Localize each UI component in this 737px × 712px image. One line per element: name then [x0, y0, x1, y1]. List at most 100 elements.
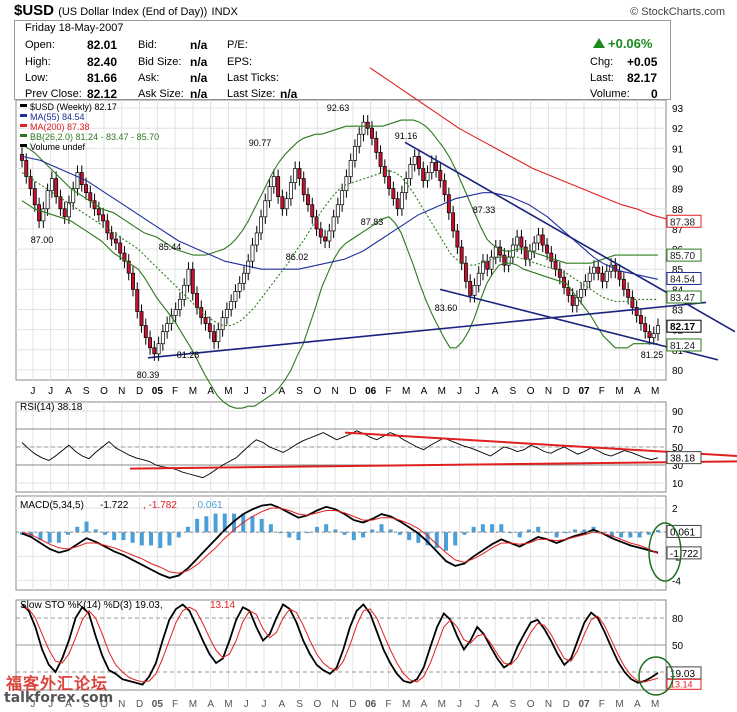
price-tag-box — [666, 248, 702, 262]
watermark-cn: 福客外汇论坛 — [6, 674, 109, 693]
candle-body — [318, 228, 323, 238]
macd-histogram-bar — [351, 532, 356, 541]
macd-histogram-bar — [582, 529, 587, 533]
candle-body — [105, 220, 110, 234]
rsi-tag-value: 38.18 — [670, 454, 695, 465]
macd-histogram-bar — [480, 524, 485, 533]
legend-entry: $USD (Weekly) 82.17 — [30, 102, 117, 112]
x-tick-label-bottom: J — [244, 699, 249, 710]
peak-annotation: 90.77 — [249, 138, 272, 148]
macd-tag-value: 0.061 — [670, 527, 695, 538]
x-tick-label-bottom: O — [527, 699, 535, 710]
x-tick-label-bottom: J — [30, 699, 35, 710]
candle-body — [96, 208, 101, 216]
candle-body — [340, 190, 345, 206]
macd-histogram-bar — [305, 532, 310, 534]
x-tick-label-bottom: J — [457, 699, 462, 710]
candle-body — [442, 180, 447, 196]
candle-body — [656, 325, 660, 335]
candle-body — [344, 176, 349, 191]
macd-histogram-bar — [213, 513, 218, 533]
x-tick-label: M — [438, 386, 446, 397]
candle-body — [220, 317, 225, 330]
candle-body — [621, 278, 626, 290]
candle-body — [293, 168, 298, 183]
candle-body — [498, 246, 503, 256]
price-tag-value: 81.24 — [670, 341, 695, 352]
candle-body — [647, 331, 652, 339]
macd-histogram-bar — [296, 532, 301, 541]
sto-tag-value-2: 13.14 — [670, 679, 693, 689]
candle-body — [455, 230, 460, 248]
candle-body — [399, 192, 404, 210]
candle-body — [395, 198, 400, 210]
candle-body — [156, 343, 161, 355]
candle-body — [207, 323, 212, 333]
candle-body — [284, 198, 289, 210]
x-tick-label-bottom: S — [83, 699, 90, 710]
exchange: INDX — [211, 6, 238, 18]
x-tick-label-bottom: A — [492, 699, 499, 710]
candle-body — [382, 166, 387, 177]
x-tick-label: A — [207, 386, 214, 397]
candle-body — [570, 295, 575, 306]
candle-body — [468, 280, 473, 296]
candle-body — [186, 268, 191, 286]
candle-body — [237, 282, 242, 292]
candle-body — [515, 236, 520, 246]
high-value: 82.40 — [87, 55, 118, 69]
x-tick-label: M — [189, 386, 197, 397]
x-tick-label-bottom: 07 — [578, 699, 590, 710]
candle-body — [54, 178, 59, 198]
price-tag-value: 84.54 — [670, 274, 695, 285]
legend-entry: MA(200) 87.38 — [30, 122, 90, 132]
last-ticks-label: Last Ticks: — [227, 72, 279, 84]
candle-body — [617, 270, 622, 280]
price-tag-box — [666, 271, 702, 285]
x-tick-label: N — [118, 386, 125, 397]
macd-histogram-bar — [149, 532, 154, 546]
peak-annotation: 87.33 — [473, 205, 496, 215]
candle-body — [101, 214, 106, 222]
candle-body — [378, 152, 383, 167]
up-arrow-icon — [593, 38, 605, 48]
legend-entry: MA(55) 84.54 — [30, 112, 85, 122]
macd-histogram-bar — [222, 513, 227, 533]
macd-histogram-bar — [517, 532, 522, 538]
macd-histogram-bar — [342, 532, 347, 535]
quote-panel: Friday 18-May-2007 Open: 82.01 High: 82.… — [14, 20, 671, 101]
macd-histogram-bar — [93, 529, 98, 533]
rsi-tick-label: 90 — [672, 407, 684, 418]
x-tick-label-bottom: O — [313, 699, 321, 710]
candle-body — [408, 164, 413, 179]
macd-histogram-bar — [609, 532, 614, 538]
x-tick-label: J — [244, 386, 249, 397]
candle-body — [71, 188, 76, 204]
macd-histogram-bar — [397, 532, 402, 535]
bid-size-value: n/a — [190, 55, 208, 69]
open-value: 82.01 — [87, 38, 118, 52]
macd-histogram-bar — [333, 529, 338, 533]
macd-histogram-bar — [453, 532, 458, 546]
x-tick-label: M — [651, 386, 659, 397]
sto-d-value: 13.14 — [210, 600, 235, 611]
bid-size-label: Bid Size: — [138, 56, 182, 68]
price-tag-value: 83.47 — [670, 293, 695, 304]
last-size-value: n/a — [280, 87, 298, 101]
bid-label: Bid: — [138, 39, 157, 51]
candle-body — [651, 333, 656, 339]
macd-histogram-bar — [619, 532, 624, 538]
x-tick-label: D — [563, 386, 570, 397]
x-tick-label-bottom: D — [563, 699, 570, 710]
candle-body — [536, 234, 541, 244]
candle-body — [429, 162, 434, 173]
candle-body — [246, 260, 251, 274]
macd-title: MACD(5,34,5) — [20, 500, 84, 511]
bb-mid-line — [21, 169, 658, 327]
candle-body — [310, 204, 315, 218]
price-tag-box — [666, 214, 702, 228]
candle-body — [20, 154, 24, 161]
x-tick-label: 07 — [578, 386, 590, 397]
peak-annotation: 80.39 — [137, 370, 160, 380]
macd-signal-line — [21, 507, 659, 574]
